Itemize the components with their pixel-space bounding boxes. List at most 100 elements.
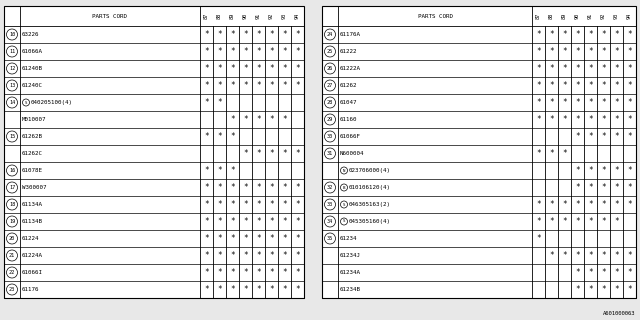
Text: *: * — [575, 81, 580, 90]
Text: *: * — [588, 285, 593, 294]
Text: *: * — [282, 268, 287, 277]
Text: *: * — [627, 183, 632, 192]
Text: *: * — [614, 183, 619, 192]
Text: *: * — [230, 285, 235, 294]
Text: 87: 87 — [204, 13, 209, 19]
Text: *: * — [269, 149, 274, 158]
Text: 93: 93 — [614, 13, 619, 19]
Text: 88: 88 — [217, 13, 222, 19]
Text: 61066F: 61066F — [340, 134, 361, 139]
Text: 61222A: 61222A — [340, 66, 361, 71]
Text: 94: 94 — [295, 13, 300, 19]
Bar — [322, 6, 636, 298]
Text: *: * — [295, 30, 300, 39]
Text: 14: 14 — [9, 100, 15, 105]
Text: 046305163(2): 046305163(2) — [349, 202, 390, 207]
Text: *: * — [269, 183, 274, 192]
Text: *: * — [230, 251, 235, 260]
Text: *: * — [549, 149, 554, 158]
Text: *: * — [575, 166, 580, 175]
Text: *: * — [295, 149, 300, 158]
Circle shape — [324, 216, 335, 227]
Text: *: * — [269, 285, 274, 294]
Circle shape — [324, 114, 335, 125]
Text: M010007: M010007 — [22, 117, 47, 122]
Text: *: * — [217, 268, 222, 277]
Text: *: * — [295, 234, 300, 243]
Text: *: * — [256, 268, 261, 277]
Text: *: * — [627, 251, 632, 260]
Text: 22: 22 — [9, 270, 15, 275]
Text: *: * — [256, 47, 261, 56]
Text: 28: 28 — [327, 100, 333, 105]
Text: 61224A: 61224A — [22, 253, 43, 258]
Circle shape — [6, 131, 17, 142]
Text: *: * — [217, 47, 222, 56]
Text: *: * — [243, 234, 248, 243]
Text: *: * — [243, 268, 248, 277]
Text: *: * — [536, 217, 541, 226]
Text: S: S — [343, 220, 345, 223]
Circle shape — [6, 80, 17, 91]
Text: *: * — [614, 132, 619, 141]
Text: *: * — [601, 132, 606, 141]
Text: *: * — [575, 132, 580, 141]
Text: *: * — [588, 81, 593, 90]
Text: *: * — [282, 183, 287, 192]
Text: *: * — [627, 64, 632, 73]
Text: 35: 35 — [327, 236, 333, 241]
Text: *: * — [614, 81, 619, 90]
Text: *: * — [627, 200, 632, 209]
Text: B: B — [343, 186, 345, 189]
Text: *: * — [217, 64, 222, 73]
Text: *: * — [230, 166, 235, 175]
Text: N: N — [343, 169, 345, 172]
Text: *: * — [601, 285, 606, 294]
Text: *: * — [217, 217, 222, 226]
Text: 61066A: 61066A — [22, 49, 43, 54]
Text: *: * — [536, 115, 541, 124]
Text: 61066I: 61066I — [22, 270, 43, 275]
Text: *: * — [562, 98, 567, 107]
Text: *: * — [549, 115, 554, 124]
Text: 11: 11 — [9, 49, 15, 54]
Text: 91: 91 — [256, 13, 261, 19]
Text: *: * — [295, 268, 300, 277]
Text: 61176A: 61176A — [340, 32, 361, 37]
Text: *: * — [269, 115, 274, 124]
Text: *: * — [588, 30, 593, 39]
Text: 61047: 61047 — [340, 100, 358, 105]
Circle shape — [324, 80, 335, 91]
Text: *: * — [204, 217, 209, 226]
Text: *: * — [627, 268, 632, 277]
Text: 61160: 61160 — [340, 117, 358, 122]
Circle shape — [22, 99, 29, 106]
Text: *: * — [256, 234, 261, 243]
Text: 61234B: 61234B — [340, 287, 361, 292]
Bar — [4, 6, 304, 298]
Text: *: * — [204, 132, 209, 141]
Text: 92: 92 — [601, 13, 606, 19]
Text: 16: 16 — [9, 168, 15, 173]
Text: *: * — [204, 251, 209, 260]
Circle shape — [6, 267, 17, 278]
Text: *: * — [562, 64, 567, 73]
Text: *: * — [269, 47, 274, 56]
Text: *: * — [282, 149, 287, 158]
Text: *: * — [282, 47, 287, 56]
Text: 27: 27 — [327, 83, 333, 88]
Text: *: * — [217, 183, 222, 192]
Text: 26: 26 — [327, 66, 333, 71]
Text: 61222: 61222 — [340, 49, 358, 54]
Text: *: * — [601, 183, 606, 192]
Text: 61262B: 61262B — [22, 134, 43, 139]
Text: *: * — [536, 47, 541, 56]
Text: *: * — [217, 234, 222, 243]
Text: *: * — [536, 200, 541, 209]
Text: *: * — [204, 183, 209, 192]
Text: *: * — [601, 115, 606, 124]
Text: *: * — [230, 81, 235, 90]
Text: *: * — [627, 98, 632, 107]
Text: *: * — [627, 30, 632, 39]
Text: *: * — [601, 268, 606, 277]
